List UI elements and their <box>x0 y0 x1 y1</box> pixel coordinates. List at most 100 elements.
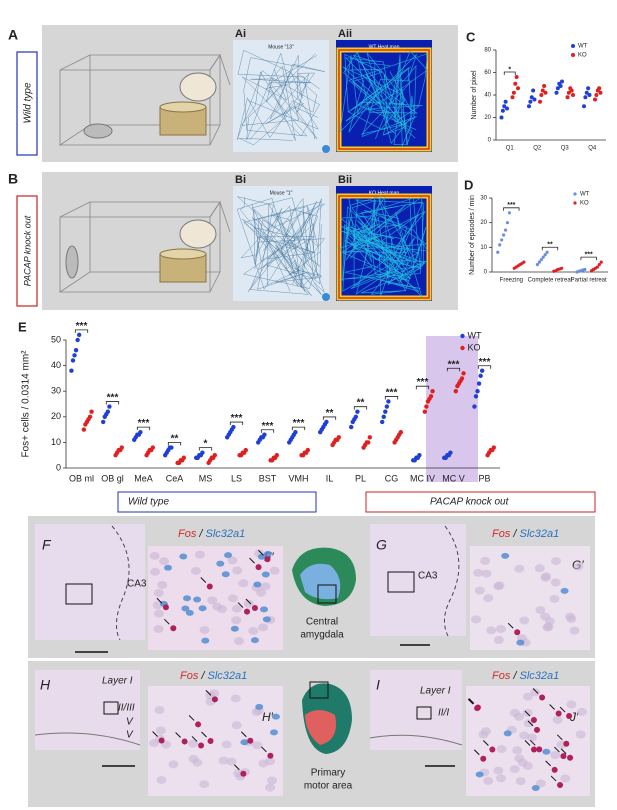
x-tick-label: MC V <box>442 473 465 483</box>
data-point <box>545 250 549 254</box>
data-point <box>583 95 588 100</box>
cell <box>535 605 546 614</box>
cell <box>493 766 504 775</box>
significance-bracket <box>291 426 306 431</box>
arrow <box>524 710 531 717</box>
arrow <box>175 732 181 738</box>
cell <box>560 753 567 760</box>
cell <box>211 696 218 703</box>
data-point <box>430 389 435 394</box>
data-point <box>380 419 385 425</box>
cell <box>255 703 264 710</box>
cell <box>271 713 280 720</box>
arrow <box>261 746 267 753</box>
legend-marker <box>460 345 465 351</box>
data-point <box>498 243 502 247</box>
arrow <box>245 598 252 605</box>
cell <box>473 568 484 577</box>
cage <box>58 200 231 293</box>
cell <box>194 550 205 559</box>
cell <box>231 616 242 625</box>
x-tick-label: VMH <box>289 473 309 483</box>
cell <box>155 726 166 735</box>
cage-edge <box>60 54 221 71</box>
data-point <box>540 88 545 93</box>
track <box>238 52 316 146</box>
boundary <box>111 525 130 641</box>
data-point <box>384 404 390 409</box>
data-point <box>417 453 422 458</box>
x-tick-label: OB gl <box>101 473 124 483</box>
inset-box <box>416 706 432 720</box>
track <box>344 197 419 295</box>
cell <box>566 713 573 720</box>
cell <box>569 626 580 635</box>
legend-marker <box>571 44 575 48</box>
cell <box>540 612 551 621</box>
genotype-label: PACAP knock out <box>22 215 32 286</box>
x-tick-label: IL <box>326 473 334 483</box>
significance-label: *** <box>293 418 305 429</box>
cell <box>496 745 507 754</box>
data-point <box>594 93 599 97</box>
data-point <box>500 108 505 113</box>
brain-region <box>300 563 341 600</box>
data-point <box>539 258 543 262</box>
x-tick-label: MeA <box>134 473 153 483</box>
arrow <box>163 618 170 625</box>
data-point <box>566 90 571 95</box>
cell <box>188 754 199 763</box>
cell <box>255 564 262 571</box>
micrograph <box>35 670 140 750</box>
significance-label: *** <box>448 359 460 370</box>
y-tick-label: 0 <box>56 462 61 472</box>
cell <box>552 715 563 724</box>
data-point <box>541 255 545 259</box>
cell <box>522 692 533 701</box>
data-point <box>560 266 564 270</box>
data-point <box>597 263 601 267</box>
region-label: CA3 <box>418 571 438 582</box>
panel-label: A <box>8 27 18 43</box>
cell <box>153 589 164 598</box>
significance-label: ** <box>547 242 553 249</box>
cell <box>218 756 229 765</box>
arrow <box>550 775 557 782</box>
data-point <box>138 429 143 435</box>
stain-label: Fos / Slc32a1 <box>180 670 247 682</box>
data-point <box>422 409 428 414</box>
cell <box>179 553 188 560</box>
cell <box>478 730 489 739</box>
x-tick-label: Q4 <box>588 146 597 152</box>
cell <box>251 605 258 612</box>
cage-edge <box>219 201 231 233</box>
cell <box>480 556 491 565</box>
legend-marker <box>571 53 575 57</box>
y-axis-label: Number of episodes / min <box>469 195 476 275</box>
legend-label: WT <box>580 192 590 198</box>
x-tick-label: Q3 <box>561 146 570 152</box>
cell <box>201 637 210 644</box>
cell <box>264 556 271 563</box>
data-point <box>510 95 515 100</box>
cell <box>232 566 243 575</box>
y-tick-label: 40 <box>51 360 61 370</box>
x-tick-label: CG <box>385 473 399 483</box>
arrow <box>554 746 560 753</box>
significance-label: *** <box>231 413 243 424</box>
header: PACAP knock out <box>430 497 510 508</box>
image-title: WT Heat map <box>369 44 400 50</box>
cell <box>565 612 576 621</box>
cell <box>551 557 562 566</box>
data-point <box>511 90 516 95</box>
data-point <box>532 97 537 102</box>
data-point <box>599 260 603 264</box>
cell <box>474 586 485 595</box>
data-point <box>349 424 354 430</box>
inset-box <box>317 584 337 604</box>
x-tick-label: Freezing <box>500 278 523 284</box>
data-point <box>472 404 477 409</box>
y-tick-label: 0 <box>484 270 488 276</box>
track <box>342 50 428 140</box>
cell <box>168 760 179 769</box>
